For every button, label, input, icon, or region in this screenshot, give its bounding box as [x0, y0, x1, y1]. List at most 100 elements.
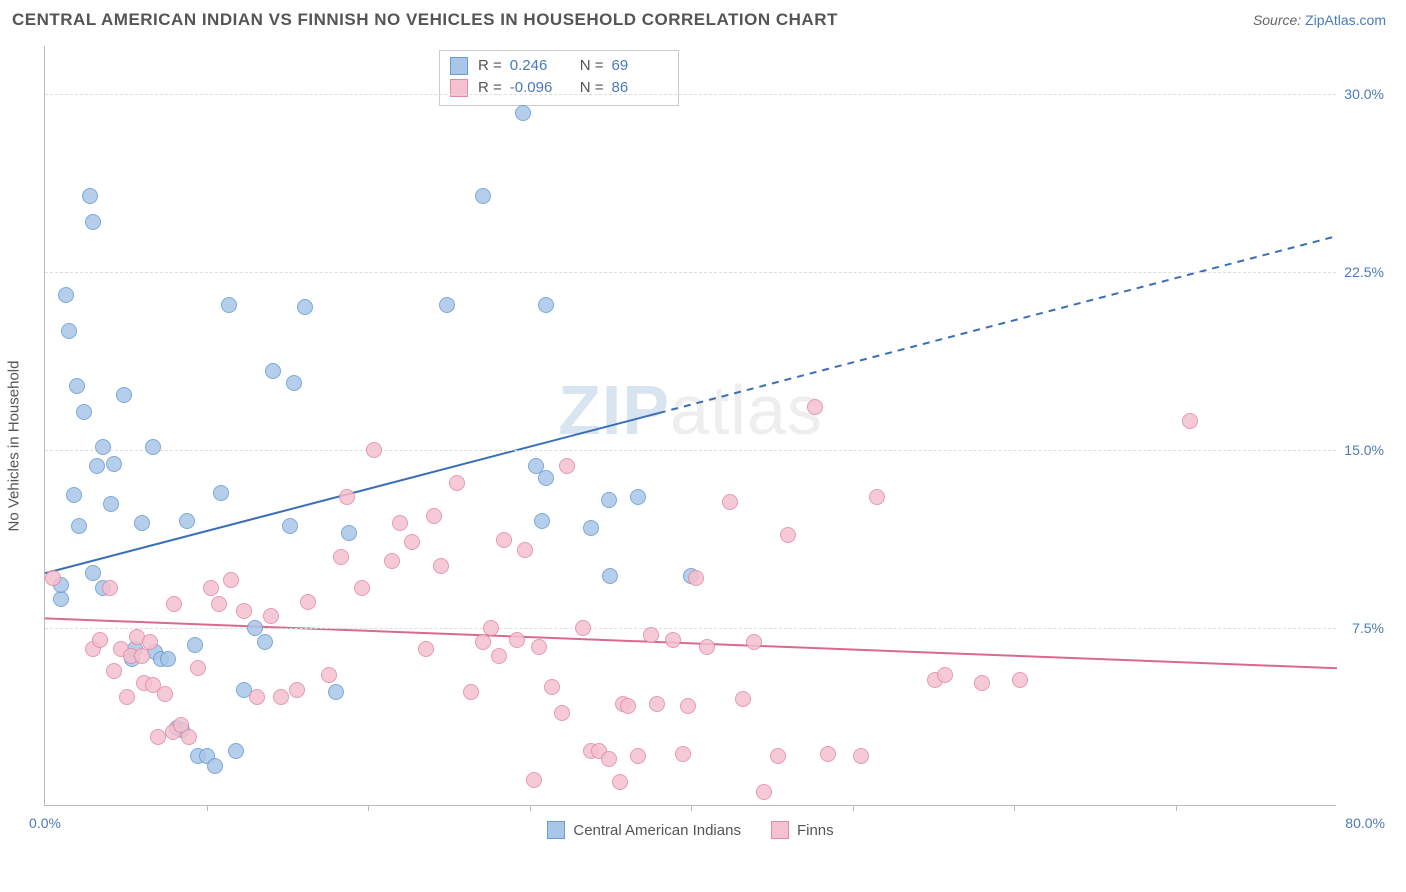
point-series-a	[145, 439, 161, 455]
point-series-b	[612, 774, 628, 790]
point-series-b	[554, 705, 570, 721]
point-series-b	[780, 527, 796, 543]
gridline	[45, 450, 1336, 451]
point-series-b	[236, 603, 252, 619]
x-tick-mark	[1014, 805, 1015, 811]
source-link[interactable]: ZipAtlas.com	[1305, 12, 1386, 28]
gridline	[45, 628, 1336, 629]
point-series-a	[341, 525, 357, 541]
point-series-b	[643, 627, 659, 643]
y-tick-label: 15.0%	[1344, 442, 1384, 458]
point-series-a	[89, 458, 105, 474]
y-axis-label: No Vehicles in Household	[6, 361, 23, 532]
r-label: R =	[478, 77, 502, 99]
point-series-b	[449, 475, 465, 491]
point-series-b	[102, 580, 118, 596]
x-tick-label: 0.0%	[29, 815, 61, 831]
legend-item-a: Central American Indians	[547, 821, 741, 839]
n-value-a: 69	[612, 55, 668, 77]
plot-area: ZIPatlas R = 0.246 N = 69 R = -0.096 N =…	[44, 46, 1336, 806]
watermark: ZIPatlas	[558, 370, 823, 450]
point-series-a	[103, 496, 119, 512]
point-series-b	[869, 489, 885, 505]
legend-item-b: Finns	[771, 821, 834, 839]
point-series-b	[544, 679, 560, 695]
point-series-b	[333, 549, 349, 565]
point-series-b	[807, 399, 823, 415]
point-series-b	[426, 508, 442, 524]
stats-box: R = 0.246 N = 69 R = -0.096 N = 86	[439, 50, 679, 106]
point-series-a	[116, 387, 132, 403]
point-series-b	[517, 542, 533, 558]
point-series-b	[1182, 413, 1198, 429]
source-label: Source:	[1253, 12, 1305, 28]
point-series-b	[134, 648, 150, 664]
point-series-b	[223, 572, 239, 588]
stats-row-a: R = 0.246 N = 69	[450, 55, 668, 77]
point-series-a	[85, 214, 101, 230]
point-series-b	[463, 684, 479, 700]
point-series-b	[339, 489, 355, 505]
point-series-b	[491, 648, 507, 664]
point-series-b	[273, 689, 289, 705]
point-series-b	[300, 594, 316, 610]
point-series-a	[538, 297, 554, 313]
point-series-a	[76, 404, 92, 420]
point-series-b	[106, 663, 122, 679]
point-series-b	[526, 772, 542, 788]
point-series-b	[937, 667, 953, 683]
point-series-b	[157, 686, 173, 702]
gridline	[45, 272, 1336, 273]
x-tick-mark	[207, 805, 208, 811]
point-series-a	[602, 568, 618, 584]
point-series-b	[735, 691, 751, 707]
point-series-a	[213, 485, 229, 501]
point-series-a	[297, 299, 313, 315]
r-value-b: -0.096	[510, 77, 570, 99]
point-series-a	[583, 520, 599, 536]
legend-swatch-a	[547, 821, 565, 839]
legend-label-a: Central American Indians	[573, 822, 741, 839]
n-value-b: 86	[612, 77, 668, 99]
point-series-b	[496, 532, 512, 548]
point-series-b	[1012, 672, 1028, 688]
x-tick-mark	[1176, 805, 1177, 811]
chart-container: No Vehicles in Household ZIPatlas R = 0.…	[44, 46, 1384, 846]
point-series-b	[45, 570, 61, 586]
point-series-b	[531, 639, 547, 655]
point-series-b	[675, 746, 691, 762]
x-tick-label: 80.0%	[1345, 815, 1385, 831]
point-series-a	[221, 297, 237, 313]
point-series-b	[354, 580, 370, 596]
point-series-a	[328, 684, 344, 700]
point-series-b	[483, 620, 499, 636]
point-series-a	[257, 634, 273, 650]
x-tick-mark	[691, 805, 692, 811]
gridline	[45, 94, 1336, 95]
y-tick-label: 30.0%	[1344, 86, 1384, 102]
point-series-b	[384, 553, 400, 569]
source-attribution: Source: ZipAtlas.com	[1253, 12, 1386, 28]
point-series-b	[92, 632, 108, 648]
point-series-a	[534, 513, 550, 529]
point-series-b	[853, 748, 869, 764]
point-series-a	[58, 287, 74, 303]
point-series-b	[756, 784, 772, 800]
point-series-a	[475, 188, 491, 204]
r-label: R =	[478, 55, 502, 77]
n-label: N =	[580, 77, 604, 99]
point-series-b	[770, 748, 786, 764]
point-series-a	[228, 743, 244, 759]
point-series-b	[263, 608, 279, 624]
point-series-a	[85, 565, 101, 581]
point-series-a	[187, 637, 203, 653]
point-series-a	[82, 188, 98, 204]
point-series-a	[69, 378, 85, 394]
point-series-a	[601, 492, 617, 508]
point-series-a	[106, 456, 122, 472]
trend-line-dashed	[659, 236, 1337, 413]
point-series-a	[207, 758, 223, 774]
point-series-b	[820, 746, 836, 762]
point-series-b	[190, 660, 206, 676]
point-series-b	[119, 689, 135, 705]
